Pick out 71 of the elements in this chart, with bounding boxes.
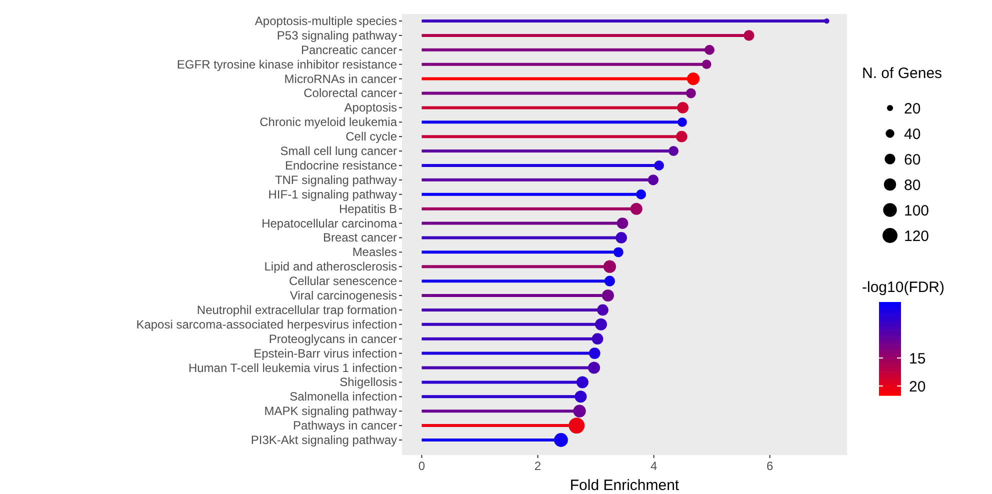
point	[616, 232, 627, 244]
point	[668, 146, 679, 156]
y-tick-label: EGFR tyrosine kinase inhibitor resistance	[176, 57, 398, 72]
y-tick-label: MAPK signaling pathway	[264, 404, 397, 418]
y-tick-label: Viral carcinogenesis	[290, 288, 397, 303]
point	[636, 189, 646, 200]
legend-label: 20	[904, 100, 921, 118]
legend-label: 40	[904, 126, 921, 143]
y-tick-label: Pancreatic cancer	[300, 42, 398, 57]
y-tick-label: Lipid and atherosclerosis	[264, 260, 397, 274]
x-tick-label: 2	[534, 459, 542, 473]
y-tick-label: Salmonella infection	[290, 390, 397, 404]
point	[603, 260, 616, 273]
y-tick-label: Breast cancer	[322, 230, 397, 245]
point	[597, 304, 608, 316]
point	[576, 376, 588, 388]
y-tick-label: HIF-1 signaling pathway	[268, 187, 397, 202]
point	[648, 174, 659, 186]
legend-label: 100	[904, 202, 930, 220]
legend-label: 60	[904, 152, 921, 168]
point	[677, 102, 688, 114]
point	[602, 290, 614, 302]
y-tick-label: PI3K-Akt signaling pathway	[250, 433, 397, 447]
x-axis-title: Fold Enrichment	[570, 477, 680, 494]
y-tick-label: Epstein-Barr virus infection	[254, 346, 397, 360]
x-tick-label: 4	[650, 459, 658, 473]
point	[686, 88, 696, 98]
y-tick-label: Neutrophil extracellular trap formation	[196, 302, 397, 317]
y-tick-label: Apoptosis	[344, 100, 397, 115]
point	[594, 318, 608, 330]
y-tick-label: Colorectal cancer	[304, 86, 398, 100]
y-tick-label: Pathways in cancer	[292, 418, 397, 433]
point	[678, 117, 687, 127]
color-bar-title: -log10(FDR)	[862, 279, 945, 296]
y-tick-label: Proteoglycans in cancer	[268, 332, 397, 346]
point	[616, 218, 628, 229]
y-tick-label: P53 signaling pathway	[276, 28, 397, 42]
y-tick-label: Human T-cell leukemia virus 1 infection	[188, 360, 397, 375]
color-bar-label: 15	[909, 350, 926, 368]
legend-title: N. of Genes	[862, 65, 942, 82]
point	[573, 404, 586, 418]
color-bar-label: 20	[909, 378, 926, 396]
y-tick-label: Endocrine resistance	[284, 158, 398, 172]
point	[676, 130, 688, 142]
point	[592, 333, 604, 345]
point	[702, 60, 712, 70]
y-tick-label: Cellular senescence	[288, 274, 398, 288]
y-tick-label: Hepatitis B	[338, 202, 397, 216]
legend-label: 120	[904, 228, 930, 245]
y-tick-label: TNF signaling pathway	[274, 172, 397, 187]
y-tick-label: Cell cycle	[346, 130, 398, 144]
point	[654, 160, 664, 170]
y-tick-label: Measles	[352, 245, 397, 260]
y-tick-label: Hepatocellular carcinoma	[262, 216, 398, 230]
y-tick-label: Shigellosis	[340, 375, 397, 390]
x-tick-label: 6	[766, 459, 774, 473]
point	[630, 202, 642, 215]
point	[588, 348, 600, 359]
y-tick-label: Chronic myeloid leukemia	[260, 115, 398, 130]
point	[613, 247, 624, 258]
point	[574, 390, 587, 403]
y-tick-label: MicroRNAs in cancer	[284, 72, 397, 86]
point	[744, 30, 754, 41]
y-tick-label: Kaposi sarcoma-associated herpesvirus infection	[136, 317, 397, 332]
point	[704, 44, 714, 55]
legend-label: 80	[904, 177, 921, 194]
x-tick-label: 0	[418, 459, 426, 473]
y-tick-label: Apoptosis-multiple species	[254, 14, 397, 28]
y-tick-label: Small cell lung cancer	[280, 144, 398, 158]
point	[588, 362, 600, 374]
point	[604, 276, 616, 286]
